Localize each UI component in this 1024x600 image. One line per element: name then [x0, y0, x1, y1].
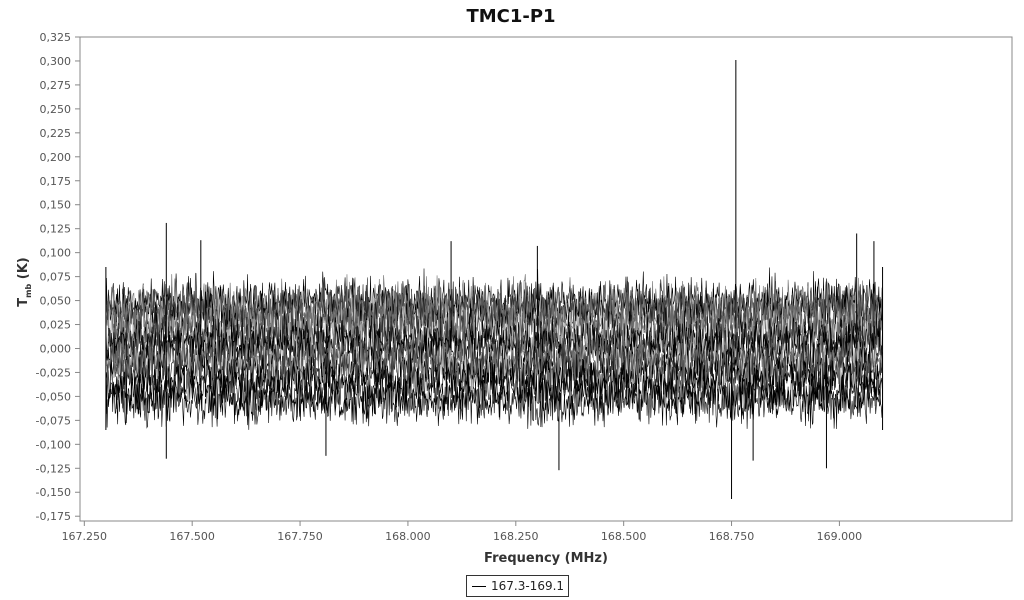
- y-axis: 0,325 0,300 0,275 0,250 0,225 0,200 0,175 0,150…: [36, 31, 80, 523]
- y-tick-label: 0,200: [40, 151, 72, 164]
- y-tick-label: -0,150: [36, 486, 71, 499]
- spectrum-trace: [105, 303, 883, 375]
- y-tick-label: -0,050: [36, 390, 71, 403]
- x-tick-label: 169.000: [817, 530, 863, 543]
- legend-line-swatch: [472, 585, 486, 587]
- y-tick-label: -0,075: [36, 414, 71, 427]
- x-tick-label: 167.250: [62, 530, 108, 543]
- x-tick-label: 168.250: [493, 530, 539, 543]
- y-axis-title-unit: (K): [16, 257, 31, 279]
- legend: 167.3-169.1: [466, 575, 570, 597]
- y-tick-label: 0,300: [40, 55, 72, 68]
- y-tick-label: 0,250: [40, 103, 72, 116]
- y-tick-label: 0,075: [40, 271, 72, 284]
- x-tick-label: 167.500: [169, 530, 215, 543]
- y-tick-label: 0,275: [40, 79, 72, 92]
- y-tick-label: 0,050: [40, 295, 72, 308]
- y-tick-label: 0,225: [40, 127, 72, 140]
- series-lines: [105, 60, 884, 499]
- y-tick-label: 0,000: [40, 342, 72, 355]
- chart-title: TMC1-P1: [466, 6, 555, 27]
- x-axis: 167.250 167.500 167.750 168.000 168.250 168.5…: [62, 521, 863, 543]
- x-tick-label: 167.750: [277, 530, 323, 543]
- y-tick-label: 0,175: [40, 175, 72, 188]
- y-tick-label: 0,150: [40, 199, 72, 212]
- x-tick-label: 168.500: [601, 530, 647, 543]
- y-tick-label: -0,100: [36, 438, 71, 451]
- y-tick-label: -0,175: [36, 510, 71, 523]
- spectrum-trace: [105, 267, 883, 340]
- legend-label: 167.3-169.1: [491, 579, 565, 593]
- y-tick-label: -0,025: [36, 366, 71, 379]
- plot-area: [79, 36, 1013, 522]
- spectrum-trace: [105, 272, 883, 344]
- y-tick-label: 0,025: [40, 319, 72, 332]
- y-tick-label: -0,125: [36, 462, 71, 475]
- y-axis-title-sub: mb: [24, 284, 33, 298]
- y-tick-label: 0,100: [40, 247, 72, 260]
- y-tick-label: 0,125: [40, 223, 72, 236]
- y-axis-title-main: T: [16, 298, 31, 307]
- x-tick-label: 168.750: [709, 530, 755, 543]
- x-tick-label: 168.000: [385, 530, 431, 543]
- y-axis-title: Tmb (K): [16, 257, 33, 306]
- y-tick-label: 0,325: [40, 31, 72, 44]
- x-axis-title: Frequency (MHz): [484, 551, 608, 566]
